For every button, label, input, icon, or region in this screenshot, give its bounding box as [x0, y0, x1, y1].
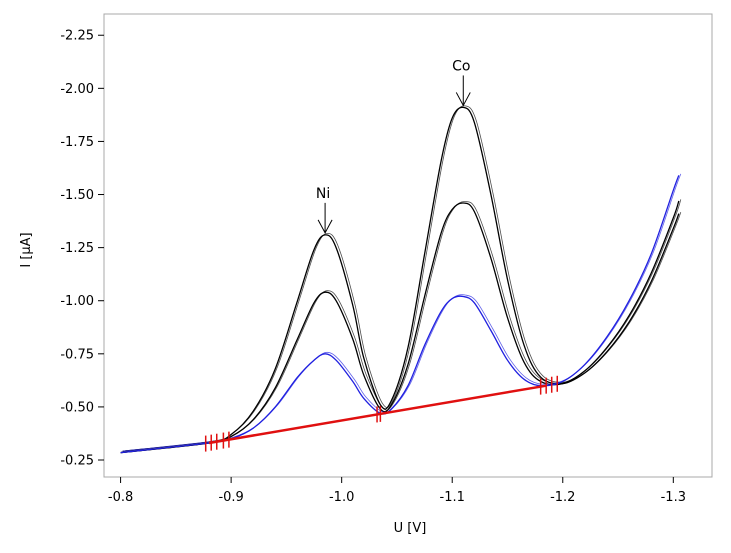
plot-area — [103, 13, 713, 478]
y-tick-label: -1.00 — [60, 294, 94, 309]
y-axis: -0.25 -0.50 -0.75 -1.00 -1.25 -1.50 -1.75 -2.00… — [60, 29, 104, 469]
series-line-3-repeat — [122, 173, 682, 452]
series-group — [120, 105, 682, 454]
peak-arrow-head — [317, 219, 333, 234]
x-tick-label: -0.9 — [218, 490, 243, 505]
y-tick-label: -2.00 — [60, 82, 94, 97]
peak-label: Ni — [316, 186, 330, 202]
y-tick-label: -0.50 — [60, 400, 94, 415]
peak-label: Co — [452, 58, 470, 74]
x-axis: -0.8 -0.9 -1.0 -1.1 -1.2 -1.3 — [108, 477, 686, 505]
y-tick-label: -1.50 — [60, 188, 94, 203]
annotation-group: Ni Co — [316, 58, 471, 234]
y-tick-label: -1.25 — [60, 241, 94, 256]
y-axis-title: I [µA] — [19, 232, 34, 267]
series-line-2-repeat — [122, 199, 682, 452]
series-line-3 — [120, 175, 680, 454]
x-axis-title: U [V] — [394, 521, 427, 536]
series-line-1-repeat — [122, 105, 682, 452]
y-tick-label: -2.25 — [60, 29, 94, 44]
baseline-group — [204, 375, 558, 452]
x-tick-label: -1.3 — [661, 490, 686, 505]
x-tick-label: -1.1 — [440, 490, 465, 505]
x-tick-label: -1.2 — [550, 490, 575, 505]
y-tick-label: -0.25 — [60, 454, 94, 469]
y-tick-label: -0.75 — [60, 347, 94, 362]
x-tick-label: -0.8 — [108, 490, 133, 505]
y-tick-label: -1.75 — [60, 135, 94, 150]
x-tick-label: -1.0 — [329, 490, 354, 505]
peak-arrow-head — [455, 92, 471, 107]
